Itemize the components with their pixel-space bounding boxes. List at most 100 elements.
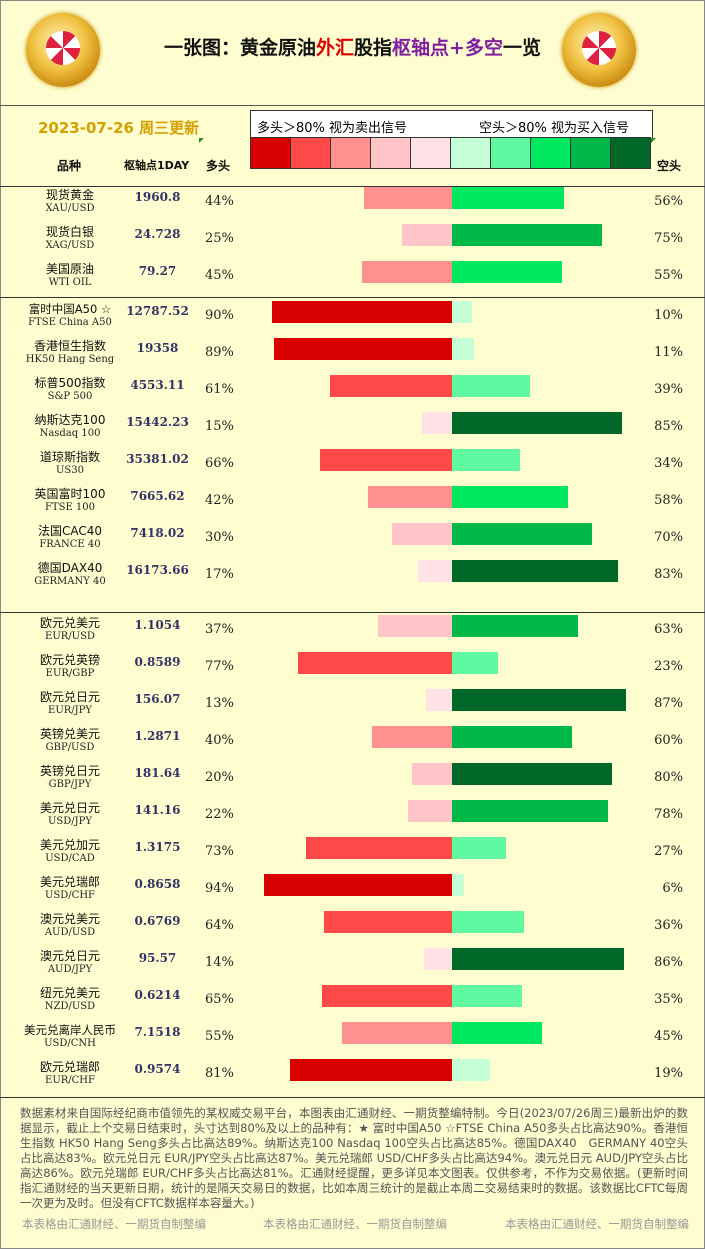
instrument-code: EUR/GBP	[45, 668, 95, 679]
table-row: 现货白银 XAG/USD 24.728 25% 75%	[0, 223, 705, 260]
short-bar	[452, 726, 572, 748]
short-percent: 80%	[654, 770, 683, 785]
instrument-code: AUD/JPY	[47, 964, 93, 975]
short-percent: 85%	[654, 419, 683, 434]
instrument-name: 德国DAX40	[37, 561, 103, 575]
long-bar	[362, 261, 452, 283]
short-bar	[452, 412, 622, 434]
header-pivot: 枢轴点1DAY	[124, 159, 190, 172]
long-bar	[368, 486, 452, 508]
instrument-name: 澳元兑日元	[39, 949, 100, 963]
legend-swatch	[291, 138, 331, 168]
short-percent: 34%	[654, 456, 683, 471]
long-percent: 90%	[205, 308, 234, 323]
short-bar	[452, 523, 592, 545]
long-percent: 55%	[205, 1029, 234, 1044]
short-percent: 78%	[654, 807, 683, 822]
table-row: 美国原油 WTI OIL 79.27 45% 55%	[0, 260, 705, 297]
instrument-code: NZD/USD	[44, 1001, 96, 1012]
short-percent: 83%	[654, 567, 683, 582]
instrument-code: GERMANY 40	[34, 576, 106, 587]
long-bar	[392, 523, 452, 545]
table-row: 欧元兑美元 EUR/USD 1.1054 37% 63%	[0, 614, 705, 651]
title-divider	[0, 105, 705, 106]
instrument-name: 美元兑加元	[39, 838, 100, 852]
group-divider	[0, 297, 705, 298]
short-bar	[452, 763, 612, 785]
pivot-value: 1960.8	[134, 190, 181, 204]
instrument-code: FTSE China A50	[28, 317, 112, 328]
long-bar	[290, 1059, 452, 1081]
long-percent: 42%	[205, 493, 234, 508]
short-bar	[452, 338, 474, 360]
short-bar	[452, 800, 608, 822]
table-row: 澳元兑美元 AUD/USD 0.6769 64% 36%	[0, 910, 705, 947]
table-row: 德国DAX40 GERMANY 40 16173.66 17% 83%	[0, 559, 705, 596]
instrument-name: 欧元兑英镑	[39, 653, 100, 667]
short-bar	[452, 689, 626, 711]
table-row: 纽元兑美元 NZD/USD 0.6214 65% 35%	[0, 984, 705, 1021]
long-percent: 25%	[205, 231, 234, 246]
short-percent: 55%	[654, 268, 683, 283]
footer-divider	[0, 1097, 705, 1098]
long-bar	[274, 338, 452, 360]
watermark-1: 本表格由汇通财经、一期货自制整编	[22, 1217, 206, 1231]
long-percent: 40%	[205, 733, 234, 748]
table-row: 美元兑日元 USD/JPY 141.16 22% 78%	[0, 799, 705, 836]
instrument-name: 美元兑日元	[39, 801, 100, 815]
footer-text: 数据素材来自国际经纪商市值领先的某权威交易平台，本图表由汇通财经、一期货整编特制…	[20, 1106, 688, 1210]
long-percent: 66%	[205, 456, 234, 471]
instrument-code: US30	[55, 465, 84, 476]
pivot-value: 181.64	[134, 766, 181, 780]
short-percent: 60%	[654, 733, 683, 748]
long-percent: 37%	[205, 622, 234, 637]
header-short: 空头	[657, 159, 682, 173]
pivot-value: 95.57	[138, 951, 177, 965]
title-part-2: 外汇	[316, 37, 355, 59]
long-percent: 44%	[205, 194, 234, 209]
watermark-3: 本表格由汇通财经、一期货自制整编	[505, 1217, 689, 1231]
instrument-code: FRANCE 40	[39, 539, 101, 550]
instrument-name: 纽元兑美元	[39, 986, 100, 1000]
pivot-value: 1.2871	[134, 729, 181, 743]
pivot-value: 7665.62	[130, 489, 185, 503]
long-bar	[322, 985, 452, 1007]
table-row: 美元兑离岸人民币 USD/CNH 7.1518 55% 45%	[0, 1021, 705, 1058]
legend-swatch	[491, 138, 531, 168]
pivot-value: 156.07	[134, 692, 181, 706]
pivot-value: 0.9574	[134, 1062, 181, 1076]
long-bar	[418, 560, 452, 582]
instrument-code: HK50 Hang Seng	[25, 354, 115, 365]
short-bar	[452, 1059, 490, 1081]
page-title: 一张图：黄金原油外汇股指枢轴点+多空一览	[0, 33, 705, 60]
table-row: 美元兑加元 USD/CAD 1.3175 73% 27%	[0, 836, 705, 873]
table-row: 英镑兑美元 GBP/USD 1.2871 40% 60%	[0, 725, 705, 762]
pivot-value: 4553.11	[130, 378, 185, 392]
table-row: 欧元兑瑞郎 EUR/CHF 0.9574 81% 19%	[0, 1058, 705, 1095]
instrument-code: XAG/USD	[45, 240, 95, 251]
short-percent: 11%	[654, 345, 683, 360]
long-bar	[422, 412, 452, 434]
long-bar	[364, 187, 452, 209]
legend-swatch	[411, 138, 451, 168]
instrument-name: 英镑兑美元	[39, 727, 100, 741]
short-bar	[452, 486, 568, 508]
long-bar	[320, 449, 452, 471]
instrument-name: 现货黄金	[45, 188, 94, 202]
pivot-value: 141.16	[134, 803, 181, 817]
short-percent: 35%	[654, 992, 683, 1007]
long-bar	[412, 763, 452, 785]
instrument-name: 富时中国A50 ☆	[28, 302, 112, 316]
pivot-value: 35381.02	[126, 452, 189, 466]
title-part-4: 枢轴点+多空	[392, 37, 503, 59]
instrument-code: GBP/JPY	[48, 779, 92, 790]
instrument-code: USD/CAD	[45, 853, 95, 864]
short-percent: 23%	[654, 659, 683, 674]
long-percent: 64%	[205, 918, 234, 933]
watermark-2: 本表格由汇通财经、一期货自制整编	[263, 1217, 447, 1231]
short-percent: 75%	[654, 231, 683, 246]
long-percent: 14%	[205, 955, 234, 970]
group-divider	[0, 612, 705, 613]
instrument-code: USD/CNH	[44, 1038, 96, 1049]
header-divider	[0, 186, 705, 187]
